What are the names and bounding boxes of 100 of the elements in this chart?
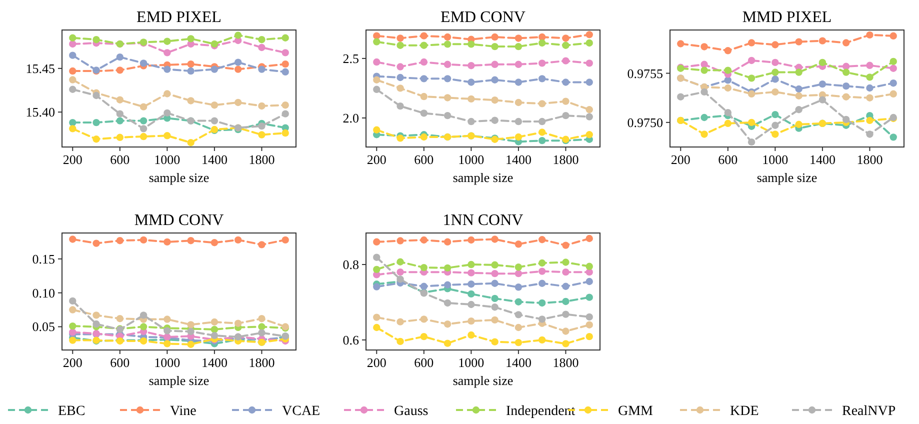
point — [116, 110, 124, 118]
point — [586, 106, 593, 114]
point — [92, 240, 100, 247]
y-tick-label: 2.5 — [342, 50, 359, 66]
y-tick-label: 0.8 — [342, 257, 359, 272]
point — [140, 312, 148, 319]
point — [538, 268, 546, 275]
point — [444, 320, 452, 328]
legend-label: EBC — [58, 404, 86, 419]
point — [586, 313, 593, 321]
point — [444, 94, 452, 102]
y-tick-label: 15.45 — [26, 60, 55, 76]
point — [491, 76, 498, 84]
point — [818, 96, 826, 104]
point — [538, 259, 546, 267]
y-tick-label: 0.10 — [32, 285, 55, 300]
point — [866, 62, 874, 69]
y-tick-label: 0.9750 — [627, 114, 663, 130]
point — [468, 95, 475, 103]
y-tick-label: 0.9755 — [627, 66, 663, 81]
point — [538, 236, 546, 244]
x-axis-title: sample size — [148, 373, 210, 388]
x-tick-label: 1000 — [458, 152, 484, 167]
point — [724, 120, 732, 128]
point — [562, 78, 570, 86]
point — [748, 39, 756, 46]
point — [468, 290, 475, 298]
point — [468, 300, 475, 308]
point — [562, 268, 570, 276]
point — [396, 276, 404, 283]
point — [866, 116, 874, 124]
point — [164, 327, 171, 334]
point — [468, 280, 475, 288]
point — [92, 312, 100, 319]
point — [116, 53, 124, 61]
point — [373, 86, 380, 93]
point — [234, 236, 242, 244]
point — [724, 84, 732, 92]
point — [234, 320, 242, 327]
x-tick-label: 1800 — [248, 355, 275, 370]
point — [866, 130, 874, 138]
point — [772, 68, 779, 76]
point — [140, 132, 148, 140]
point — [187, 35, 194, 42]
point — [210, 239, 218, 246]
point — [468, 40, 475, 48]
point — [514, 240, 522, 248]
point — [396, 268, 404, 276]
point — [444, 33, 452, 41]
point — [491, 294, 498, 302]
point — [396, 42, 404, 49]
point — [396, 34, 404, 42]
point — [69, 297, 76, 305]
x-tick-label: 1800 — [248, 152, 275, 167]
point — [866, 84, 874, 92]
point — [491, 236, 498, 243]
x-tick-label: 1400 — [201, 355, 228, 370]
point — [700, 114, 708, 122]
point — [444, 40, 452, 48]
point — [140, 125, 148, 132]
point — [234, 98, 242, 106]
point — [538, 60, 546, 67]
y-tick-label: 0.15 — [32, 251, 55, 266]
point — [164, 340, 171, 348]
point — [282, 60, 289, 68]
point — [514, 34, 522, 42]
point — [748, 56, 756, 64]
point — [69, 306, 76, 314]
point — [210, 318, 218, 326]
chart-title: MMD CONV — [134, 212, 224, 229]
point — [210, 332, 218, 340]
point — [795, 92, 802, 100]
point — [514, 133, 522, 141]
point — [818, 37, 826, 44]
point — [890, 64, 897, 72]
point — [514, 298, 522, 306]
point — [396, 338, 404, 346]
point — [866, 74, 874, 81]
x-tick-label: 1800 — [552, 152, 579, 167]
x-axis-title: sample size — [452, 170, 514, 185]
point — [258, 131, 266, 138]
legend-label: GMM — [618, 404, 654, 419]
point — [92, 92, 100, 100]
point — [866, 94, 874, 102]
x-tick-label: 1000 — [458, 355, 484, 370]
point — [866, 31, 874, 39]
point — [92, 36, 100, 44]
legend-label: Gauss — [394, 404, 428, 419]
legend-label: VCAE — [282, 404, 320, 419]
point — [140, 323, 148, 330]
point — [514, 264, 522, 271]
point — [748, 74, 756, 82]
point — [586, 234, 593, 242]
point — [890, 79, 897, 87]
point — [373, 266, 380, 274]
point — [514, 98, 522, 106]
x-tick-label: 200 — [366, 355, 386, 370]
point — [514, 284, 522, 291]
legend-label: KDE — [730, 404, 759, 419]
point — [258, 241, 266, 248]
